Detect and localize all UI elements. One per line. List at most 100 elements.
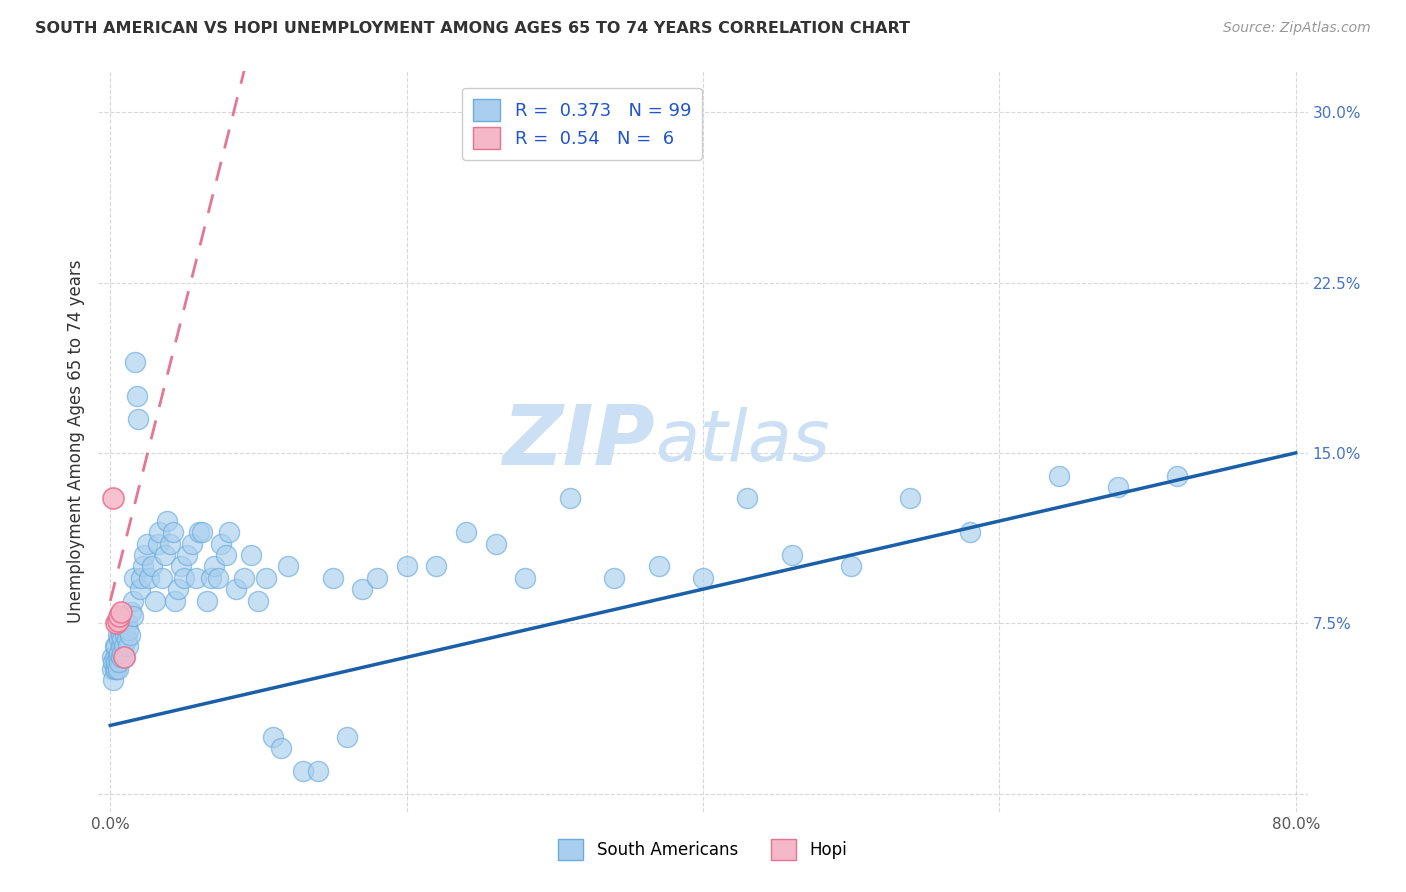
Point (104, 662, 127, 676)
Point (105, 639, 128, 653)
Point (780, 548, 803, 562)
Point (484, 537, 506, 551)
Point (131, 571, 153, 585)
Point (515, 571, 537, 585)
Point (148, 525, 170, 540)
Point (108, 609, 131, 624)
Point (134, 548, 156, 562)
Point (103, 673, 125, 687)
Legend: South Americans, Hopi: South Americans, Hopi (551, 832, 855, 866)
Point (132, 559, 155, 574)
Point (107, 650, 129, 665)
Point (141, 559, 163, 574)
Point (153, 548, 176, 562)
Point (215, 548, 238, 562)
Text: ZIP: ZIP (502, 401, 655, 482)
Point (247, 593, 270, 607)
Point (959, 525, 981, 540)
Point (105, 655, 128, 669)
Point (291, 764, 314, 778)
Point (195, 593, 218, 607)
Point (155, 514, 177, 528)
Point (322, 571, 344, 585)
Point (270, 741, 292, 756)
Point (366, 571, 388, 585)
Point (647, 559, 669, 574)
Point (162, 525, 184, 540)
Point (173, 571, 195, 585)
Point (352, 582, 374, 596)
Text: SOUTH AMERICAN VS HOPI UNEMPLOYMENT AMONG AGES 65 TO 74 YEARS CORRELATION CHART: SOUTH AMERICAN VS HOPI UNEMPLOYMENT AMON… (35, 21, 910, 36)
Point (110, 650, 132, 665)
Point (110, 627, 132, 641)
Point (103, 491, 125, 506)
Point (254, 571, 277, 585)
Point (454, 525, 477, 540)
Point (209, 537, 232, 551)
Point (202, 559, 225, 574)
Point (900, 491, 922, 506)
Point (218, 525, 240, 540)
Y-axis label: Unemployment Among Ages 65 to 74 years: Unemployment Among Ages 65 to 74 years (66, 260, 84, 624)
Point (395, 559, 418, 574)
Point (170, 559, 193, 574)
Point (129, 582, 152, 596)
Point (105, 662, 128, 676)
Point (307, 764, 329, 778)
Point (104, 639, 127, 653)
Text: atlas: atlas (655, 407, 830, 476)
Point (121, 609, 143, 624)
Point (122, 571, 145, 585)
Point (110, 639, 132, 653)
Point (112, 639, 135, 653)
Point (143, 593, 166, 607)
Point (839, 559, 862, 574)
Point (558, 491, 581, 506)
Point (114, 627, 136, 641)
Point (167, 582, 190, 596)
Point (425, 559, 447, 574)
Point (225, 582, 247, 596)
Point (111, 646, 134, 660)
Point (107, 627, 129, 641)
Point (692, 571, 714, 585)
Point (150, 571, 173, 585)
Point (114, 650, 136, 665)
Point (1166, 468, 1188, 483)
Point (191, 525, 214, 540)
Point (737, 491, 759, 506)
Point (232, 571, 254, 585)
Point (146, 537, 169, 551)
Point (186, 571, 208, 585)
Point (200, 571, 222, 585)
Point (1047, 468, 1070, 483)
Point (176, 548, 198, 562)
Point (107, 662, 129, 676)
Point (110, 605, 132, 619)
Point (207, 571, 229, 585)
Point (138, 571, 160, 585)
Point (112, 623, 135, 637)
Point (105, 616, 128, 631)
Point (103, 655, 125, 669)
Point (107, 614, 129, 628)
Point (127, 412, 149, 426)
Point (120, 605, 142, 619)
Point (136, 537, 159, 551)
Point (100, 662, 122, 676)
Point (240, 548, 263, 562)
Point (159, 537, 181, 551)
Point (108, 646, 131, 660)
Point (188, 525, 211, 540)
Point (117, 623, 139, 637)
Point (100, 650, 122, 665)
Point (104, 650, 127, 665)
Point (603, 571, 626, 585)
Point (125, 389, 148, 403)
Point (112, 650, 135, 665)
Point (108, 632, 131, 647)
Point (121, 593, 143, 607)
Point (117, 639, 139, 653)
Point (180, 537, 202, 551)
Point (1107, 480, 1129, 494)
